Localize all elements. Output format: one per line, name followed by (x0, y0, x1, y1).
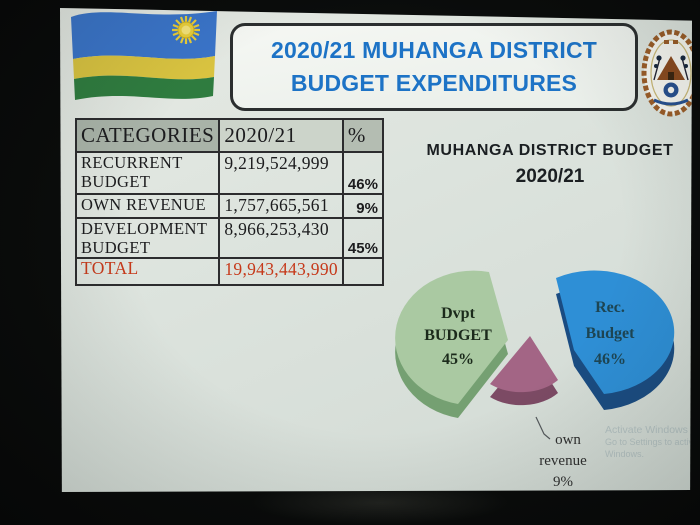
column-header-categories: CATEGORIES (74, 118, 221, 153)
chart-title-line1: MUHANGA DISTRICT BUDGET (426, 142, 674, 159)
dvpt-label-line1: Dvpt (441, 305, 475, 322)
column-header-year: 2020/21 (218, 118, 344, 153)
chart-title-line2: 2020/21 (515, 166, 585, 187)
rwanda-coat-of-arms-icon (641, 29, 692, 117)
row-percent: 45% (341, 217, 384, 259)
dvpt-percent-label: 45% (442, 351, 474, 368)
row-amount: 1,757,665,561 (218, 193, 344, 219)
rec-label-line1: Rec. (595, 299, 625, 316)
own-revenue-leader-line (535, 416, 551, 440)
slide-title-line2: BUDGET EXPENDITURES (290, 70, 578, 96)
total-label: TOTAL (74, 257, 221, 286)
dvpt-label-line2: BUDGET (424, 327, 492, 344)
table-row: OWN REVENUE 1,757,665,561 9% (74, 193, 384, 219)
watermark-line2: Go to Settings to activate Windows. (605, 437, 692, 459)
own-label-line2: revenue (539, 453, 587, 469)
row-percent: 46% (341, 151, 384, 195)
table-total-row: TOTAL 19,943,443,990 (74, 257, 384, 286)
chart-title: MUHANGA DISTRICT BUDGET 2020/21 (412, 142, 688, 188)
table-header-row: CATEGORIES 2020/21 % (74, 118, 384, 153)
own-percent-label: 9% (553, 474, 573, 490)
own-label-line1: own (555, 432, 581, 448)
row-category: RECURRENT BUDGET (74, 151, 221, 195)
slide-screen: 2020/21 MUHANGA DISTRICT BUDGET EXPENDIT… (60, 7, 692, 492)
row-category: DEVELOPMENT BUDGET (74, 217, 221, 259)
watermark-line1: Activate Windows (605, 424, 688, 436)
activate-windows-watermark: Activate Windows Go to Settings to activ… (605, 424, 692, 460)
rec-label-line2: Budget (586, 325, 636, 342)
pie-slice-dvpt (395, 270, 508, 404)
slide-title-box: 2020/21 MUHANGA DISTRICT BUDGET EXPENDIT… (230, 23, 638, 111)
flag-sun-icon (172, 16, 200, 44)
row-amount: 8,966,253,430 (218, 217, 344, 259)
total-percent (341, 257, 384, 286)
rwanda-flag-icon (71, 11, 217, 100)
table-row: DEVELOPMENT BUDGET 8,966,253,430 45% (74, 217, 384, 259)
budget-table: CATEGORIES 2020/21 % RECURRENT BUDGET 9,… (74, 118, 384, 286)
slide-title-line1: 2020/21 MUHANGA DISTRICT (270, 37, 597, 63)
pie-slice-own (490, 336, 558, 393)
budget-pie-chart: Dvpt BUDGET 45% Rec. Budget 46% own reve… (395, 270, 675, 490)
total-amount: 19,943,443,990 (218, 257, 344, 286)
row-amount: 9,219,524,999 (218, 151, 344, 195)
column-header-percent: % (341, 118, 384, 153)
rec-percent-label: 46% (594, 351, 626, 368)
pie-slice-rec (556, 270, 675, 394)
table-row: RECURRENT BUDGET 9,219,524,999 46% (74, 151, 384, 195)
row-percent: 9% (341, 193, 384, 219)
row-category: OWN REVENUE (74, 193, 221, 219)
